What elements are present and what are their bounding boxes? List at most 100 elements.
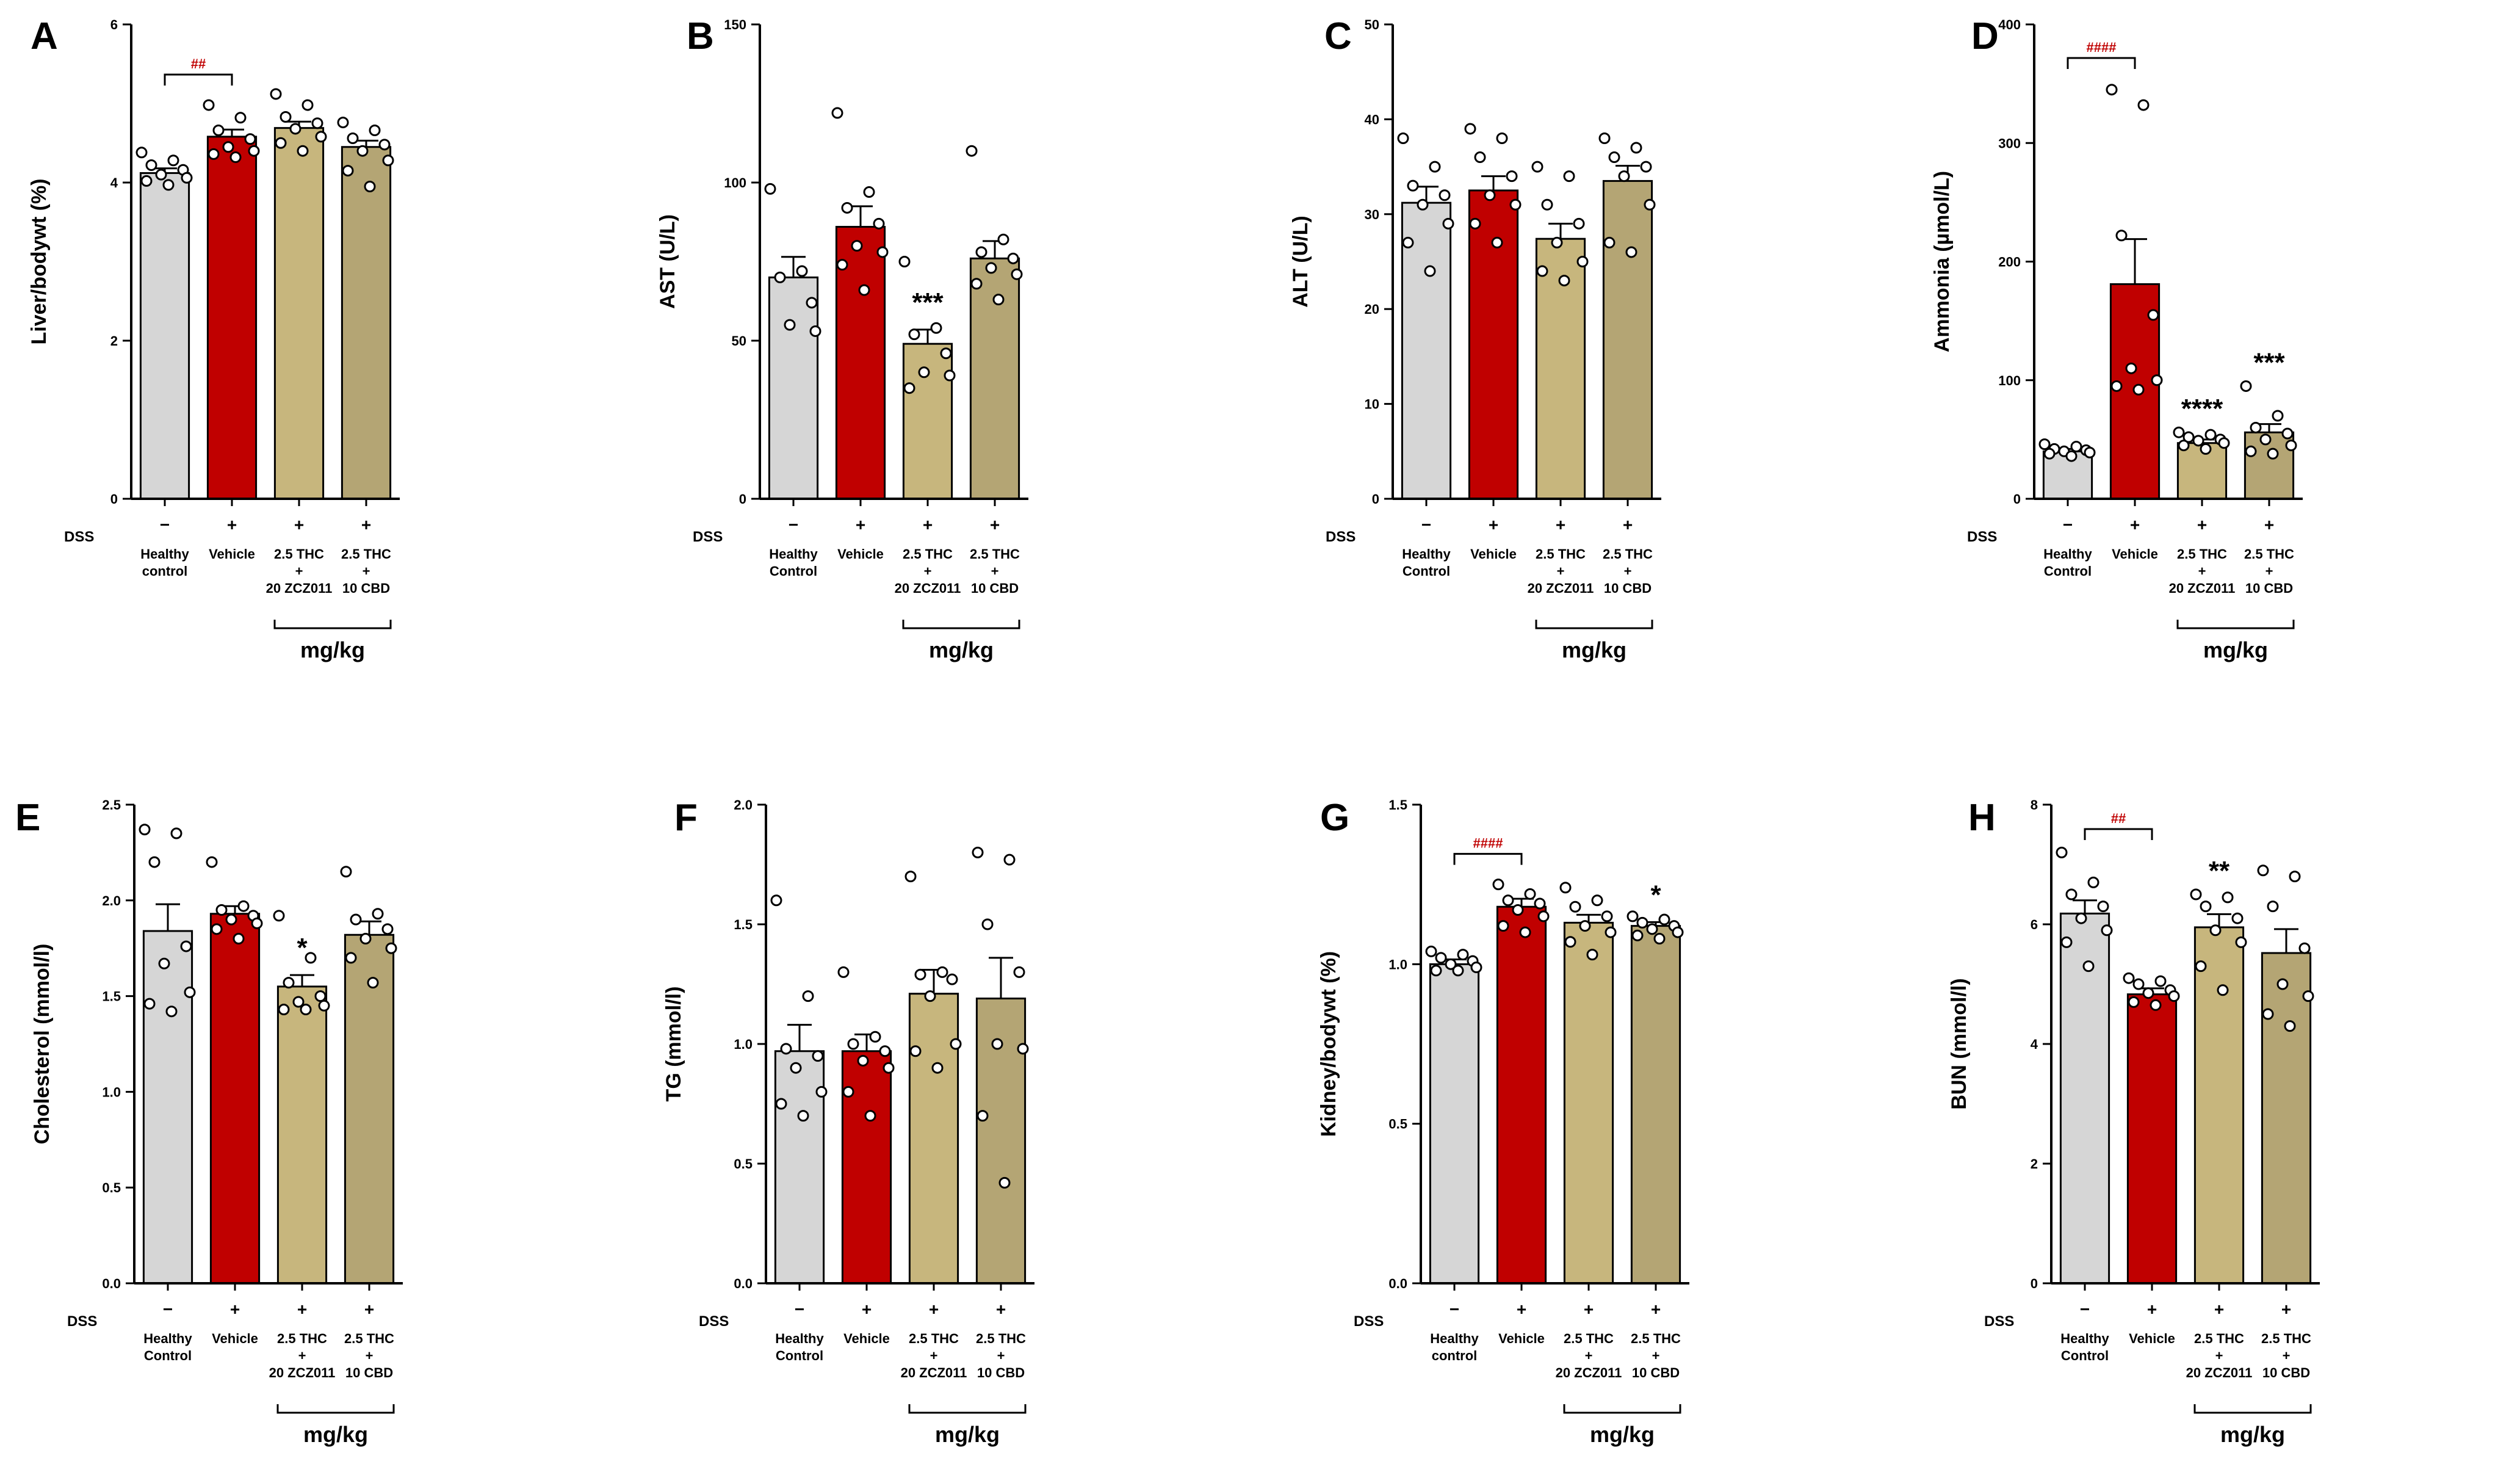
- data-point: [1598, 132, 1611, 144]
- y-tick-label: 6: [2031, 917, 2038, 932]
- data-point: [1653, 933, 1666, 945]
- data-point: [950, 1038, 962, 1050]
- category-label: +: [1652, 1348, 1660, 1363]
- category-label: 2.5 THC: [341, 546, 391, 562]
- data-point: [851, 240, 863, 252]
- y-tick-label: 8: [2031, 797, 2038, 813]
- category-label: Vehicle: [212, 1331, 258, 1346]
- category-label: Healthy: [775, 1331, 824, 1346]
- significance-hash: ####: [1473, 836, 1503, 851]
- data-point: [2142, 987, 2154, 999]
- y-axis-label: ALT (U/L): [1289, 216, 1312, 307]
- data-point: [981, 918, 994, 930]
- data-point: [2217, 984, 2229, 996]
- data-point: [314, 990, 327, 1002]
- category-label: Vehicle: [209, 546, 255, 562]
- data-point: [215, 904, 228, 916]
- data-point: [234, 112, 247, 124]
- data-point: [857, 1054, 869, 1067]
- y-axis-label: Cholesterol (mmol/l): [31, 944, 54, 1145]
- data-point: [364, 180, 376, 192]
- dss-sign: +: [1489, 515, 1498, 534]
- data-point: [318, 999, 330, 1012]
- y-tick-label: 6: [110, 17, 118, 32]
- data-point: [985, 262, 997, 274]
- y-tick-label: 2: [2031, 1156, 2038, 1172]
- data-point: [2128, 996, 2140, 1008]
- category-label: 2.5 THC: [2194, 1331, 2244, 1346]
- y-tick-label: 2.0: [102, 893, 121, 908]
- data-point: [180, 940, 192, 952]
- bar-1: [768, 276, 819, 500]
- y-tick-label: 2: [110, 333, 118, 349]
- data-point: [1586, 949, 1598, 961]
- category-label: +: [2215, 1348, 2223, 1363]
- data-point: [135, 147, 148, 159]
- data-point: [809, 325, 821, 337]
- data-point: [2132, 383, 2145, 396]
- data-point: [1011, 268, 1023, 280]
- data-point: [944, 369, 956, 382]
- data-point: [806, 297, 818, 309]
- bar-2: [2126, 993, 2178, 1285]
- dss-sign: −: [163, 1300, 173, 1319]
- category-label: Vehicle: [2112, 546, 2158, 562]
- data-point: [858, 284, 870, 296]
- data-point: [966, 145, 978, 157]
- data-point: [1439, 189, 1451, 201]
- data-point: [2195, 960, 2207, 973]
- data-point: [1425, 945, 1437, 957]
- data-point: [237, 900, 250, 912]
- data-point: [946, 973, 958, 985]
- panel-G: G Kidney/bodywt (%) * 0.0 0.5 1.0 1.5 DSS − Healt…: [1317, 797, 1689, 1447]
- data-point: [1591, 894, 1603, 907]
- bar-1: [1429, 963, 1480, 1285]
- data-point: [2056, 846, 2068, 858]
- data-point: [1608, 151, 1620, 164]
- y-tick-label: 1.5: [102, 989, 121, 1004]
- data-point: [2267, 901, 2279, 913]
- dss-sign: −: [1421, 515, 1431, 534]
- data-point: [1402, 236, 1414, 248]
- y-tick-label: 100: [724, 175, 746, 190]
- data-point: [2123, 972, 2135, 984]
- data-point: [283, 977, 295, 989]
- data-point: [2281, 427, 2294, 440]
- category-label: Healthy: [1430, 1331, 1479, 1346]
- dss-sign: +: [2130, 515, 2140, 534]
- data-point: [300, 1004, 312, 1016]
- data-point: [1626, 910, 1639, 922]
- y-tick-label: 0.5: [1388, 1117, 1407, 1132]
- category-label: Healthy: [143, 1331, 192, 1346]
- significance-stars: ***: [912, 288, 944, 317]
- data-point: [997, 233, 1009, 245]
- data-point: [2192, 435, 2204, 447]
- bar-3: [902, 342, 953, 500]
- data-point: [977, 1110, 989, 1122]
- y-tick-label: 0: [1372, 491, 1379, 507]
- data-point: [2043, 448, 2056, 460]
- bar-3: [2193, 926, 2245, 1285]
- data-point: [222, 141, 234, 153]
- data-point: [1559, 882, 1572, 894]
- unit-label: mg/kg: [929, 637, 994, 662]
- data-point: [1484, 189, 1496, 201]
- significance-bracket: [164, 73, 233, 86]
- dss-label: DSS: [64, 529, 94, 545]
- y-tick-label: 1.0: [1388, 957, 1407, 972]
- data-point: [2190, 888, 2202, 901]
- panel-letter: F: [674, 797, 698, 839]
- y-axis-label: Liver/bodywt (%): [27, 178, 51, 344]
- panel-F: F TG (mmol/l) 0.0 0.5 1.0 1.5 2.0 DSS − Healthy Co…: [662, 797, 1034, 1447]
- data-point: [1644, 198, 1656, 211]
- data-point: [345, 952, 357, 964]
- data-point: [1640, 161, 1652, 173]
- data-point: [972, 846, 984, 858]
- category-label: 2.5 THC: [1631, 1331, 1681, 1346]
- category-label: 10 CBD: [1632, 1365, 1680, 1380]
- data-point: [337, 117, 349, 129]
- data-point: [2259, 433, 2272, 446]
- data-point: [378, 139, 391, 151]
- y-tick-label: 20: [1365, 302, 1379, 317]
